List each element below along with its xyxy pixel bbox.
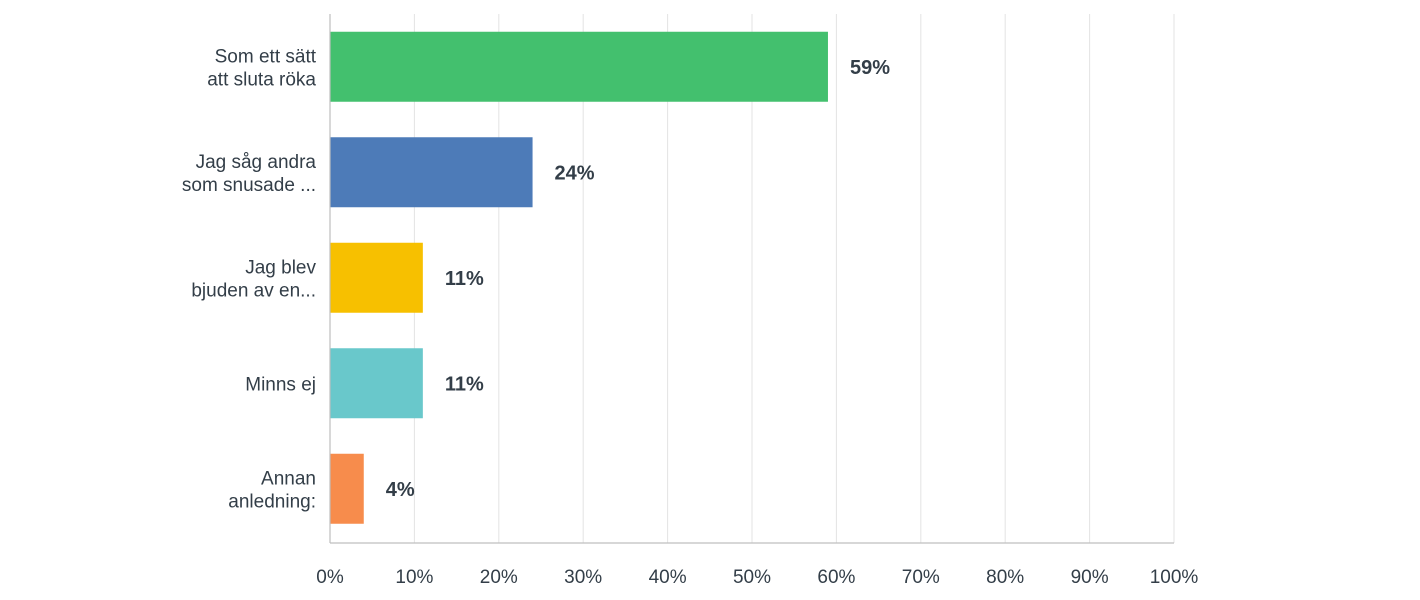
x-tick-label: 20% bbox=[480, 567, 518, 588]
bar bbox=[330, 137, 533, 208]
x-tick-labels: 0% 10% 20% 30% 40% 50% 60% 70% 80% 90% 100% bbox=[316, 567, 1198, 588]
value-label: 59% bbox=[850, 57, 890, 79]
category-label-line: Annan bbox=[261, 468, 316, 489]
category-label-line: att sluta röka bbox=[207, 69, 316, 90]
x-tick-label: 90% bbox=[1071, 567, 1109, 588]
category-label-line: Minns ej bbox=[245, 374, 316, 395]
category-label-line: som snusade ... bbox=[182, 175, 316, 196]
value-labels: 59% 24% 11% 11% 4% bbox=[386, 57, 890, 501]
category-label: Jag blev bjuden av en... bbox=[191, 257, 316, 301]
bars bbox=[330, 31, 828, 524]
x-tick-label: 10% bbox=[395, 567, 433, 588]
bar bbox=[330, 31, 828, 102]
x-tick-label: 60% bbox=[817, 567, 855, 588]
category-label-line: Som ett sätt bbox=[215, 46, 317, 67]
category-label-line: Jag såg andra bbox=[196, 152, 317, 173]
category-label: Jag såg andra som snusade ... bbox=[182, 152, 317, 196]
x-tick-label: 50% bbox=[733, 567, 771, 588]
value-label: 4% bbox=[386, 479, 415, 501]
bar bbox=[330, 453, 364, 524]
value-label: 11% bbox=[445, 373, 484, 395]
category-labels: Som ett sätt att sluta röka Jag såg andra s… bbox=[182, 46, 317, 512]
value-label: 11% bbox=[445, 268, 484, 290]
category-label-line: Jag blev bbox=[245, 257, 316, 278]
category-label: Som ett sätt att sluta röka bbox=[207, 46, 317, 90]
x-tick-label: 70% bbox=[902, 567, 940, 588]
category-label: Annan anledning: bbox=[228, 468, 316, 512]
x-tick-label: 100% bbox=[1150, 567, 1199, 588]
grid-lines bbox=[413, 14, 1175, 543]
x-tick-label: 40% bbox=[649, 567, 687, 588]
x-tick-label: 0% bbox=[316, 567, 344, 588]
x-tick-label: 80% bbox=[986, 567, 1024, 588]
category-label: Minns ej bbox=[245, 374, 316, 395]
bar bbox=[330, 348, 423, 419]
category-label-line: bjuden av en... bbox=[191, 280, 316, 301]
x-tick-label: 30% bbox=[564, 567, 602, 588]
category-label-line: anledning: bbox=[228, 491, 316, 512]
bar bbox=[330, 242, 423, 313]
value-label: 24% bbox=[555, 162, 595, 184]
